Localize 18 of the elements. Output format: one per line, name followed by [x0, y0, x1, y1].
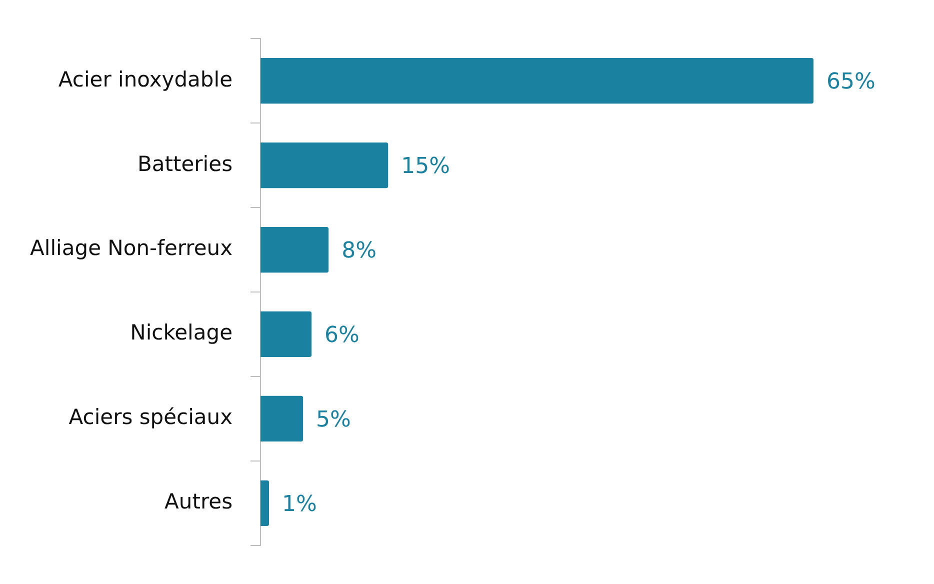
bar	[260, 58, 814, 104]
data-label: 1%	[282, 492, 317, 517]
y-tick-label: Autres	[164, 490, 233, 514]
data-label: 65%	[826, 70, 876, 95]
y-tick-label: Aciers spéciaux	[68, 405, 233, 430]
y-tick-label: Alliage Non-ferreux	[30, 236, 233, 260]
data-label: 6%	[324, 322, 360, 348]
y-tick-label: Nickelage	[130, 320, 233, 345]
bar	[260, 396, 304, 442]
bar	[260, 142, 388, 188]
data-label: 15%	[401, 154, 450, 180]
bar	[260, 311, 312, 358]
y-tick-label: Batteries	[138, 152, 233, 176]
data-label: 8%	[342, 238, 376, 264]
bar	[260, 480, 270, 526]
bar	[260, 226, 329, 273]
data-label: 5%	[316, 407, 351, 432]
y-tick-label: Acier inoxydable	[58, 67, 233, 92]
